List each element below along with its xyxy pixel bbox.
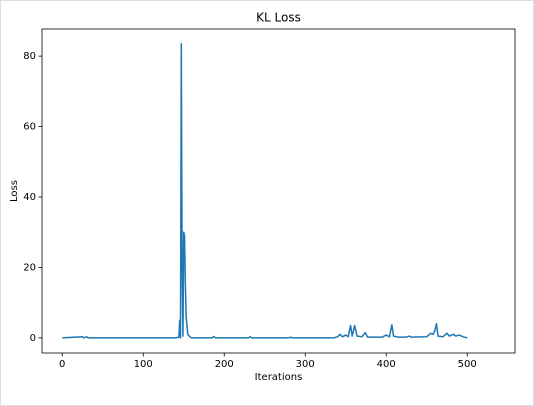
x-tick-label: 0	[59, 359, 65, 370]
x-tick-label: 300	[296, 359, 315, 370]
y-tick-label: 80	[23, 51, 36, 62]
chart-title: KL Loss	[256, 11, 301, 25]
y-tick-label: 60	[23, 122, 36, 133]
x-tick-label: 100	[134, 359, 153, 370]
line-series	[62, 43, 468, 339]
y-tick-label: 0	[30, 333, 36, 344]
x-axis-label: Iterations	[255, 372, 303, 383]
plot-border	[41, 28, 516, 354]
x-tick-label: 400	[377, 359, 396, 370]
y-axis-label: Loss	[9, 180, 20, 202]
x-tick-label: 500	[458, 359, 477, 370]
y-tick-label: 20	[23, 262, 36, 273]
y-tick-label: 40	[23, 192, 36, 203]
x-tick-label: 200	[215, 359, 234, 370]
